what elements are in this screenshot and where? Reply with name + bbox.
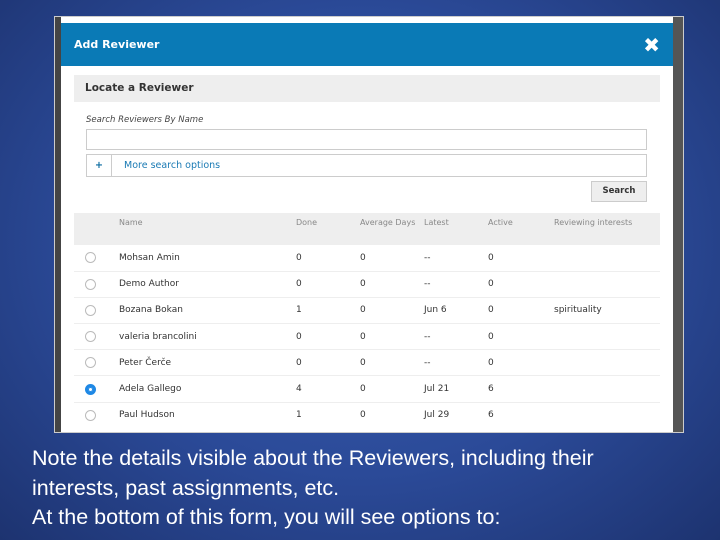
done-count: 4 [296, 375, 360, 403]
active-count: 0 [488, 349, 554, 377]
done-count: 1 [296, 297, 360, 325]
reviewer-name: Adela Gallego [119, 375, 296, 403]
table-row[interactable]: Demo Author 0 0 -- 0 [74, 271, 660, 298]
done-count: 0 [296, 245, 360, 272]
reviewer-radio[interactable] [85, 252, 96, 264]
reviewer-name: Bozana Bokan [119, 297, 296, 325]
col-interests: Reviewing interests [554, 213, 660, 245]
caption-line: Note the details visible about the Revie… [32, 446, 594, 470]
active-count: 0 [488, 323, 554, 351]
reviewer-name: Mohsan Amin [119, 245, 296, 272]
latest-date: -- [424, 323, 488, 351]
reviewing-interests [554, 323, 660, 351]
latest-date: -- [424, 245, 488, 272]
table-row[interactable]: Peter Čerče 0 0 -- 0 [74, 349, 660, 377]
frame-edge [673, 17, 683, 432]
reviewer-radio[interactable] [85, 331, 96, 343]
reviewer-name: Demo Author [119, 271, 296, 298]
table-row[interactable]: Paul Hudson 1 0 Jul 29 6 [74, 402, 660, 428]
latest-date: -- [424, 349, 488, 377]
reviewing-interests [554, 271, 660, 298]
latest-date: Jul 21 [424, 375, 488, 403]
latest-date: Jul 29 [424, 402, 488, 428]
reviewer-radio[interactable] [85, 278, 96, 290]
col-latest: Latest [424, 213, 488, 245]
col-name: Name [119, 213, 296, 245]
close-icon[interactable]: ✖ [643, 32, 660, 57]
average-days: 0 [360, 271, 424, 298]
frame-edge [55, 17, 61, 432]
active-count: 0 [488, 297, 554, 325]
done-count: 0 [296, 271, 360, 298]
average-days: 0 [360, 349, 424, 377]
latest-date: Jun 6 [424, 297, 488, 325]
reviewing-interests [554, 402, 660, 428]
active-count: 0 [488, 245, 554, 272]
col-active: Active [488, 213, 554, 245]
average-days: 0 [360, 375, 424, 403]
col-average-days: Average Days [360, 213, 424, 245]
more-search-options[interactable]: + More search options [86, 154, 647, 177]
reviewing-interests [554, 245, 660, 272]
table-row[interactable]: Adela Gallego 4 0 Jul 21 6 [74, 375, 660, 403]
table-row[interactable]: valeria brancolini 0 0 -- 0 [74, 323, 660, 351]
screenshot-frame: Add Reviewer ✖ Locate a Reviewer Search … [54, 16, 684, 433]
reviewer-name: valeria brancolini [119, 323, 296, 351]
col-done: Done [296, 213, 360, 245]
reviewer-radio[interactable] [85, 383, 96, 395]
section-title: Locate a Reviewer [74, 75, 660, 102]
caption-line: At the bottom of this form, you will see… [32, 505, 501, 529]
table-row[interactable]: Bozana Bokan 1 0 Jun 6 0 spirituality [74, 297, 660, 325]
table-header: Name Done Average Days Latest Active Rev… [74, 213, 660, 245]
reviewer-radio[interactable] [85, 304, 96, 316]
done-count: 0 [296, 323, 360, 351]
dialog-header: Add Reviewer ✖ [61, 23, 673, 66]
reviewer-name: Peter Čerče [119, 349, 296, 377]
reviewing-interests [554, 349, 660, 377]
average-days: 0 [360, 245, 424, 272]
average-days: 0 [360, 402, 424, 428]
reviewing-interests: spirituality [554, 297, 660, 325]
active-count: 6 [488, 375, 554, 403]
reviewer-table: Name Done Average Days Latest Active Rev… [74, 213, 660, 428]
done-count: 1 [296, 402, 360, 428]
search-input[interactable] [86, 129, 647, 150]
reviewer-radio[interactable] [85, 357, 96, 369]
caption-line: interests, past assignments, etc. [32, 475, 340, 500]
add-reviewer-dialog: Add Reviewer ✖ Locate a Reviewer Search … [61, 23, 673, 428]
plus-icon[interactable]: + [87, 155, 112, 176]
search-label: Search Reviewers By Name [86, 115, 204, 125]
more-search-options-label[interactable]: More search options [124, 160, 221, 171]
reviewing-interests [554, 375, 660, 403]
average-days: 0 [360, 297, 424, 325]
dialog-title: Add Reviewer [74, 38, 160, 51]
reviewer-radio[interactable] [85, 409, 96, 421]
table-row[interactable]: Mohsan Amin 0 0 -- 0 [74, 245, 660, 272]
active-count: 0 [488, 271, 554, 298]
reviewer-name: Paul Hudson [119, 402, 296, 428]
slide-caption: Note the details visible about the Revie… [32, 444, 712, 533]
search-button[interactable]: Search [591, 181, 647, 202]
done-count: 0 [296, 349, 360, 377]
average-days: 0 [360, 323, 424, 351]
latest-date: -- [424, 271, 488, 298]
active-count: 6 [488, 402, 554, 428]
